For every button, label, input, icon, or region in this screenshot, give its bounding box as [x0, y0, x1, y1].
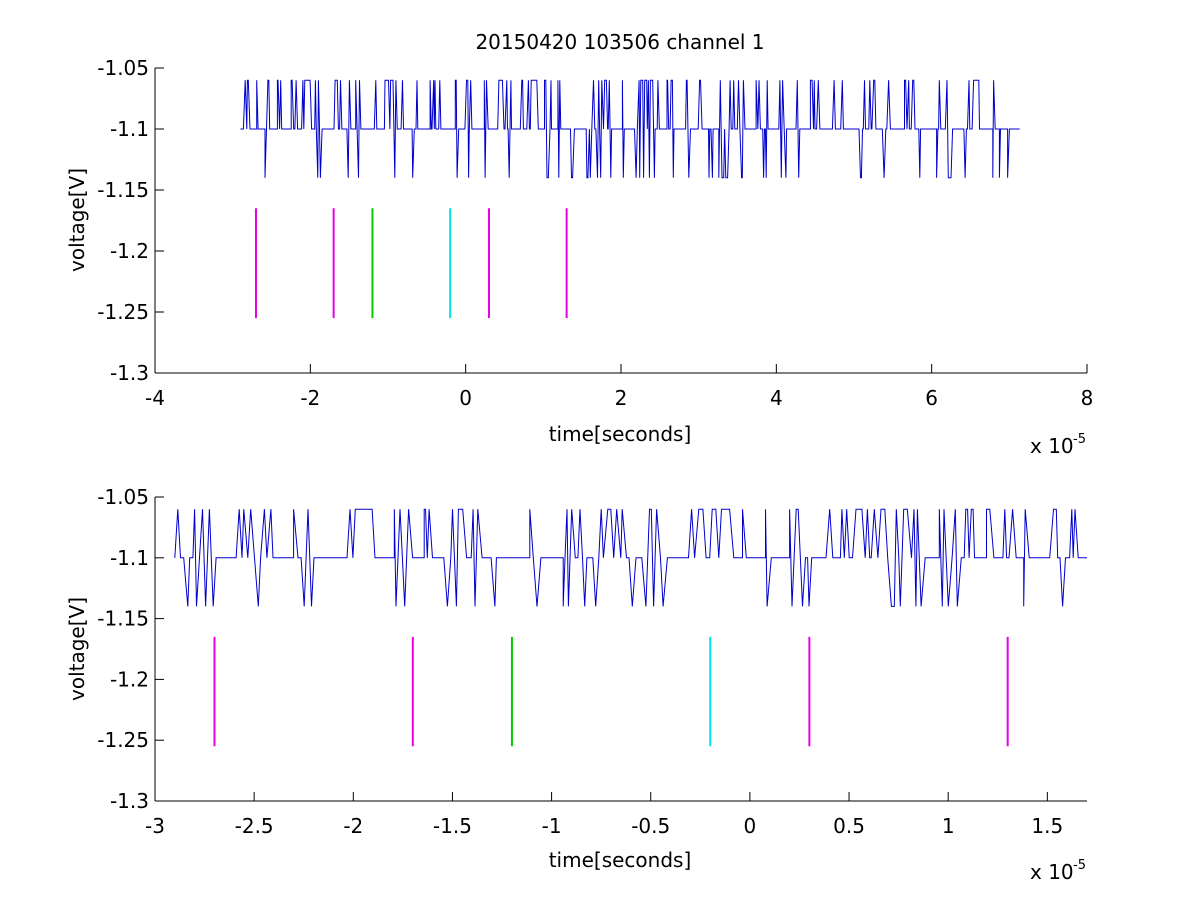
bottom-x-tick-labels: -3 -2.5 -2 -1.5 -1 -0.5 0 0.5 1 1.5 — [145, 814, 1063, 838]
top-x-tick-label: 2 — [615, 386, 628, 410]
figure-title: 20150420 103506 channel 1 — [475, 30, 764, 54]
bottom-x-multiplier: x 10 — [1030, 860, 1074, 884]
top-signal-line — [240, 79, 1020, 179]
top-x-tick-label: 6 — [925, 386, 938, 410]
top-y-tick-label: -1.15 — [97, 178, 149, 202]
top-y-tick-label: -1.3 — [110, 361, 149, 385]
bottom-x-tick-label: 1.5 — [1031, 814, 1063, 838]
top-x-tick-label: 0 — [459, 386, 472, 410]
bottom-x-tick-label: 0.5 — [833, 814, 865, 838]
top-subplot: -4 -2 0 2 4 6 8 -1.3 -1.25 -1.2 -1.15 -1.1 -1.05 ti… — [65, 56, 1093, 458]
bottom-signal-group — [174, 508, 1087, 607]
bottom-x-tick-label: 0 — [744, 814, 757, 838]
bottom-x-axis-label: time[seconds] — [549, 848, 692, 872]
bottom-x-tick-label: -2.5 — [235, 814, 274, 838]
top-x-multiplier: x 10 — [1030, 434, 1074, 458]
top-x-axis-label: time[seconds] — [549, 422, 692, 446]
bottom-axes-group — [154, 496, 1087, 802]
top-signal-group — [240, 79, 1020, 179]
top-y-axis-label: voltage[V] — [65, 168, 89, 272]
top-x-tick-label: -4 — [145, 386, 165, 410]
bottom-y-tick-labels: -1.3 -1.25 -1.2 -1.15 -1.1 -1.05 — [97, 485, 149, 813]
bottom-x-multiplier-base: x 10 — [1030, 860, 1074, 884]
top-x-tick-label: 8 — [1081, 386, 1094, 410]
top-y-tick-label: -1.05 — [97, 56, 149, 80]
top-marker-group — [254, 208, 568, 319]
bottom-y-tick-label: -1.15 — [97, 607, 149, 631]
bottom-y-tick-label: -1.3 — [110, 789, 149, 813]
bottom-x-tick-label: -0.5 — [631, 814, 670, 838]
bottom-signal-line — [174, 508, 1087, 607]
bottom-x-tick-label: -1 — [542, 814, 562, 838]
top-y-tick-label: -1.2 — [110, 239, 149, 263]
top-x-tick-label: -2 — [300, 386, 320, 410]
top-x-tick-label: 4 — [770, 386, 783, 410]
bottom-y-tick-label: -1.25 — [97, 728, 149, 752]
bottom-x-tick-label: -1.5 — [433, 814, 472, 838]
bottom-y-tick-label: -1.2 — [110, 667, 149, 691]
top-y-tick-label: -1.25 — [97, 300, 149, 324]
bottom-x-tick-label: -3 — [145, 814, 165, 838]
bottom-x-tick-label: -2 — [343, 814, 363, 838]
bottom-y-tick-label: -1.05 — [97, 485, 149, 509]
top-plot-area — [155, 68, 1087, 373]
top-x-tick-labels: -4 -2 0 2 4 6 8 — [145, 386, 1093, 410]
bottom-y-tick-label: -1.1 — [110, 546, 149, 570]
bottom-marker-group — [213, 636, 1009, 747]
top-x-multiplier-exponent: -5 — [1073, 432, 1086, 447]
bottom-y-axis-label: voltage[V] — [65, 597, 89, 701]
top-axes-group — [154, 67, 1088, 374]
bottom-x-tick-label: 1 — [942, 814, 955, 838]
top-y-tick-label: -1.1 — [110, 117, 149, 141]
top-x-multiplier-base: x 10 — [1030, 434, 1074, 458]
top-y-tick-labels: -1.3 -1.25 -1.2 -1.15 -1.1 -1.05 — [97, 56, 149, 385]
bottom-subplot: -3 -2.5 -2 -1.5 -1 -0.5 0 0.5 1 1.5 -1.3 -1.25 -1.2… — [65, 485, 1087, 884]
bottom-x-multiplier-exponent: -5 — [1073, 858, 1086, 873]
